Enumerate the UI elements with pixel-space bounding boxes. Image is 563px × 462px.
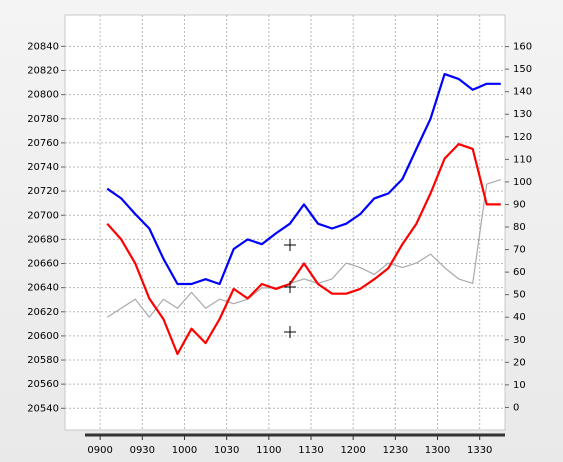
y2-tick-label: 160 <box>513 42 532 53</box>
y-tick-label: 20540 <box>27 403 59 414</box>
y2-tick-label: 50 <box>513 290 526 301</box>
y-tick-label: 20680 <box>27 234 59 245</box>
line-series <box>106 143 501 356</box>
y-tick-label: 20700 <box>27 210 59 221</box>
x-tick-label: 1300 <box>425 445 450 456</box>
y2-tick-label: 120 <box>513 132 532 143</box>
y2-tick-label: 60 <box>513 267 526 278</box>
y-tick-label: 20760 <box>27 138 59 149</box>
y-tick-label: 20560 <box>27 379 59 390</box>
y-tick-label: 20580 <box>27 355 59 366</box>
x-tick-label: 1230 <box>383 445 408 456</box>
y2-tick-label: 70 <box>513 245 526 256</box>
x-tick-label: 1200 <box>340 445 365 456</box>
y2-tick-label: 80 <box>513 222 526 233</box>
crosshair <box>284 326 296 338</box>
y-tick-label: 20640 <box>27 283 59 294</box>
y2-tick-label: 90 <box>513 199 526 210</box>
crosshair <box>284 281 296 293</box>
y2-tick-label: 20 <box>513 357 526 368</box>
x-tick-label: 1000 <box>172 445 197 456</box>
x-tick-label: 1100 <box>256 445 281 456</box>
y2-tick-label: 0 <box>513 402 519 413</box>
y-tick-label: 20800 <box>27 90 59 101</box>
line-series <box>106 73 501 286</box>
crosshairs <box>284 239 296 338</box>
y2-tick-label: 10 <box>513 380 526 391</box>
y-tick-label: 20820 <box>27 65 59 76</box>
line-series <box>106 179 501 318</box>
y2-tick-label: 130 <box>513 109 532 120</box>
crosshair <box>284 239 296 251</box>
y2-tick-label: 30 <box>513 335 526 346</box>
x-tick-label: 1130 <box>298 445 323 456</box>
y2-tick-label: 40 <box>513 312 526 323</box>
y-tick-label: 20600 <box>27 331 59 342</box>
x-tick-label: 1330 <box>467 445 492 456</box>
lines <box>106 73 501 356</box>
y-tick-label: 20740 <box>27 162 59 173</box>
y-tick-label: 20720 <box>27 186 59 197</box>
y2-tick-label: 110 <box>513 154 532 165</box>
y2-tick-label: 140 <box>513 87 532 98</box>
y-tick-label: 20840 <box>27 41 59 52</box>
y-tick-label: 20660 <box>27 259 59 270</box>
y-tick-label: 20780 <box>27 114 59 125</box>
y-tick-label: 20620 <box>27 307 59 318</box>
y2-tick-label: 100 <box>513 177 532 188</box>
x-tick-label: 1030 <box>214 445 239 456</box>
plot-area <box>64 14 506 431</box>
x-tick-label: 0930 <box>130 445 155 456</box>
y2-tick-label: 150 <box>513 64 532 75</box>
x-tick-label: 0900 <box>87 445 112 456</box>
grid <box>65 15 505 430</box>
